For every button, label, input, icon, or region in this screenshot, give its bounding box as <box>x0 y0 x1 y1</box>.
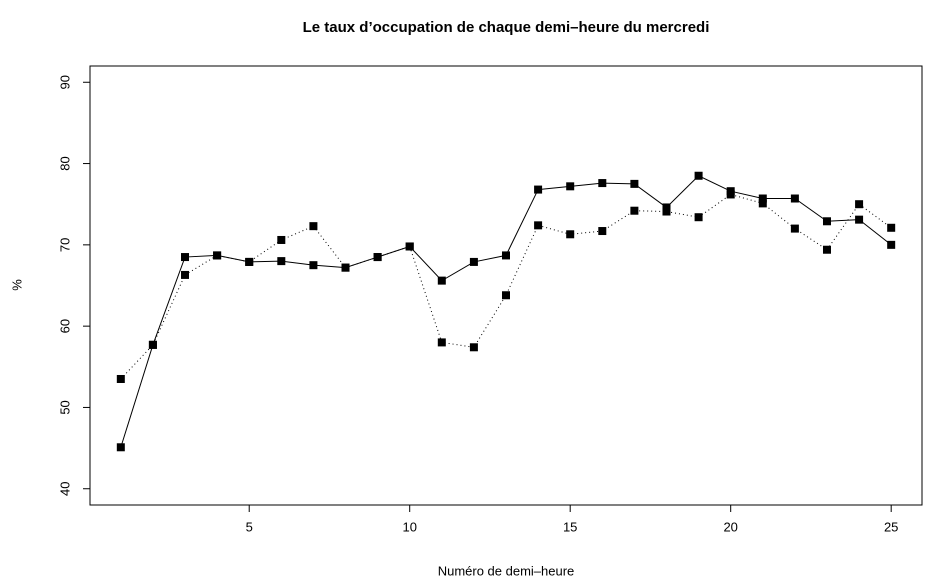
marker <box>277 257 286 266</box>
x-tick-label: 5 <box>246 519 253 534</box>
marker <box>341 263 350 272</box>
y-tick-label: 90 <box>57 75 72 89</box>
x-tick-label: 20 <box>723 519 737 534</box>
marker <box>598 179 607 188</box>
marker <box>887 240 896 249</box>
y-tick-label: 80 <box>57 156 72 170</box>
marker <box>245 257 254 266</box>
marker <box>855 200 864 209</box>
x-tick-label: 25 <box>884 519 898 534</box>
y-tick-label: 60 <box>57 319 72 333</box>
series-line <box>120 175 892 448</box>
marker <box>790 224 799 233</box>
marker <box>662 207 671 216</box>
y-tick-label: 50 <box>57 400 72 414</box>
marker <box>277 235 286 244</box>
marker <box>887 223 896 232</box>
marker <box>630 179 639 188</box>
x-tick-label: 10 <box>402 519 416 534</box>
marker <box>566 182 575 191</box>
marker <box>309 261 318 270</box>
y-axis-label: % <box>9 279 24 291</box>
y-tick-label: 40 <box>57 482 72 496</box>
plot-frame <box>89 65 923 506</box>
marker <box>309 222 318 231</box>
marker <box>598 227 607 236</box>
marker <box>822 245 831 254</box>
marker <box>694 171 703 180</box>
marker <box>373 253 382 262</box>
marker <box>822 217 831 226</box>
marker <box>437 276 446 285</box>
marker <box>726 190 735 199</box>
x-axis-label: Numéro de demi–heure <box>438 563 575 578</box>
marker <box>405 242 414 251</box>
marker <box>502 251 510 260</box>
marker <box>437 338 446 347</box>
x-tick-label: 15 <box>563 519 577 534</box>
y-tick-label: 70 <box>57 238 72 252</box>
series-line <box>120 193 892 380</box>
marker <box>855 215 864 224</box>
marker <box>758 199 767 208</box>
marker <box>469 257 478 266</box>
marker <box>469 343 478 352</box>
marker <box>148 340 157 349</box>
marker <box>534 185 543 194</box>
marker <box>630 206 639 215</box>
marker <box>566 230 575 239</box>
marker <box>502 291 510 300</box>
marker <box>213 251 222 260</box>
chart-title: Le taux d’occupation de chaque demi–heur… <box>303 19 710 36</box>
marker <box>534 221 543 230</box>
marker <box>758 194 767 203</box>
marker <box>116 374 125 383</box>
marker <box>116 443 125 452</box>
marker <box>181 270 190 279</box>
marker <box>694 213 703 222</box>
marker <box>790 194 799 203</box>
marker <box>662 203 671 212</box>
marker <box>181 253 190 262</box>
